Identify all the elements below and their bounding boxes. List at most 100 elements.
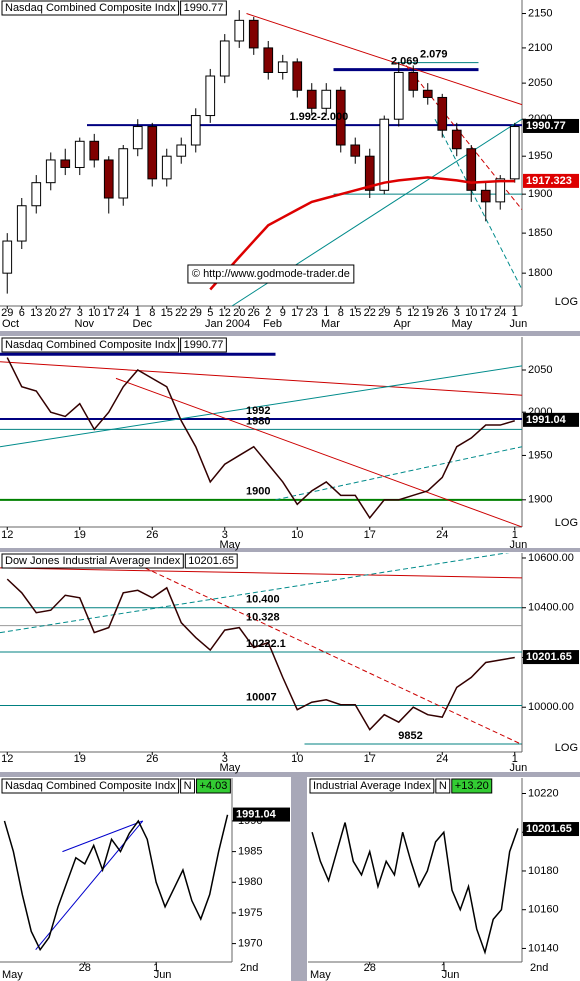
candle-body xyxy=(306,89,317,109)
candle-body xyxy=(31,182,42,207)
change-value-box xyxy=(451,778,493,794)
level-label: 10222.1 xyxy=(246,638,286,650)
price-line xyxy=(6,357,515,520)
y-tick-label: 1980 xyxy=(238,876,262,888)
x-tick-label: 24 xyxy=(436,529,448,541)
flag: N xyxy=(184,780,192,792)
y-tick-label: 1900 xyxy=(528,494,552,506)
x-group-label: May xyxy=(452,318,473,330)
x-tick-label: 20 xyxy=(45,307,57,319)
separator xyxy=(291,777,307,981)
x-tick-label: 12 xyxy=(219,307,231,319)
plot-area xyxy=(3,814,229,952)
candle-body xyxy=(292,61,303,91)
trend-line xyxy=(0,553,510,634)
title-value-box xyxy=(184,553,238,569)
candle-body xyxy=(2,240,13,274)
candle-body xyxy=(147,126,158,180)
x-tick-label: 28 xyxy=(79,962,91,974)
x-group-label: Oct xyxy=(2,318,19,330)
price-tag xyxy=(523,412,579,427)
x-group-label: Dec xyxy=(133,318,153,330)
x-tick-label: 12 xyxy=(407,307,419,319)
x-tick-label: 8 xyxy=(338,307,344,319)
x-group-label: Jun xyxy=(510,762,528,774)
x-tick-label: 15 xyxy=(161,307,173,319)
x-group-label: Apr xyxy=(394,318,411,330)
candle-body xyxy=(74,140,85,168)
x-tick-label: 2 xyxy=(265,307,271,319)
x-group-label: Feb xyxy=(263,318,282,330)
separator xyxy=(0,548,580,552)
y-tick-label: 1985 xyxy=(238,846,262,858)
trend-line xyxy=(0,567,522,579)
x-tick-label: 6 xyxy=(19,307,25,319)
price-tag-label: 10201.65 xyxy=(526,823,572,835)
x-tick-label: 12 xyxy=(1,753,13,765)
chart-title-box xyxy=(1,337,180,353)
candle-body xyxy=(277,61,288,73)
candle-body xyxy=(408,71,419,91)
x-end-label: 2nd xyxy=(530,962,548,974)
price-tag-label: 1991.04 xyxy=(236,808,277,820)
y-tick-label: 2050 xyxy=(528,364,552,376)
y-tick-label: 1800 xyxy=(528,267,552,279)
candle-body xyxy=(161,155,172,180)
candle-body xyxy=(495,178,506,203)
x-tick-label: 24 xyxy=(436,753,448,765)
scale-label: LOG xyxy=(555,296,578,308)
level-label: 1900 xyxy=(246,486,270,498)
change-value-box xyxy=(196,778,231,794)
trend-line xyxy=(62,820,143,853)
candle-body xyxy=(451,129,462,150)
chart-title: Dow Jones Industrial Average Index xyxy=(5,555,181,567)
x-group-label: Mar xyxy=(321,318,340,330)
x-group-label: Nov xyxy=(75,318,95,330)
plot-area xyxy=(2,10,522,306)
trend-line xyxy=(275,446,522,501)
x-group-label: Jan 2004 xyxy=(205,318,250,330)
title-value-box xyxy=(180,337,227,353)
x-tick-label: 10 xyxy=(465,307,477,319)
x-tick-label: 17 xyxy=(291,307,303,319)
chart-title-box xyxy=(1,553,184,569)
x-tick-label: 29 xyxy=(190,307,202,319)
candle-body xyxy=(118,148,129,199)
level-label: 2.079 xyxy=(420,49,448,61)
plot-area xyxy=(311,822,519,955)
chart-title-box xyxy=(1,778,180,794)
change-value: +4.03 xyxy=(200,780,228,792)
x-tick-label: 26 xyxy=(146,753,158,765)
candle-body xyxy=(422,89,433,98)
x-tick-label: 26 xyxy=(436,307,448,319)
x-tick-label: 5 xyxy=(207,307,213,319)
x-tick-label: 12 xyxy=(1,529,13,541)
level-label: 1.992-2.000 xyxy=(290,111,349,123)
price-tag-label: 10201.65 xyxy=(526,651,572,663)
x-tick-label: 3 xyxy=(454,307,460,319)
y-tick-label: 10000.00 xyxy=(528,701,574,713)
y-tick-label: 2100 xyxy=(528,42,552,54)
candle-body xyxy=(437,96,448,131)
x-end-label: 2nd xyxy=(240,962,258,974)
x-tick-label: 19 xyxy=(74,529,86,541)
candle-body xyxy=(45,159,56,184)
title-value: 10201.65 xyxy=(188,555,234,567)
price-line xyxy=(6,578,515,731)
x-tick-label: 29 xyxy=(378,307,390,319)
level-label: 1992 xyxy=(246,405,270,417)
x-tick-label: 19 xyxy=(74,753,86,765)
y-tick-label: 2150 xyxy=(528,7,552,19)
candle-body xyxy=(364,155,375,191)
candle-body xyxy=(321,89,332,109)
chart-title-box xyxy=(1,0,180,16)
x-group-label: Jun xyxy=(510,318,528,330)
price-tag xyxy=(233,807,290,822)
level-label: 2.069 xyxy=(391,56,419,68)
x-tick-label: 8 xyxy=(149,307,155,319)
flag-box xyxy=(435,778,451,794)
annotation: © http://www.godmode-trader.de xyxy=(192,268,350,280)
plot-area xyxy=(0,352,522,527)
price-tag xyxy=(523,822,579,837)
